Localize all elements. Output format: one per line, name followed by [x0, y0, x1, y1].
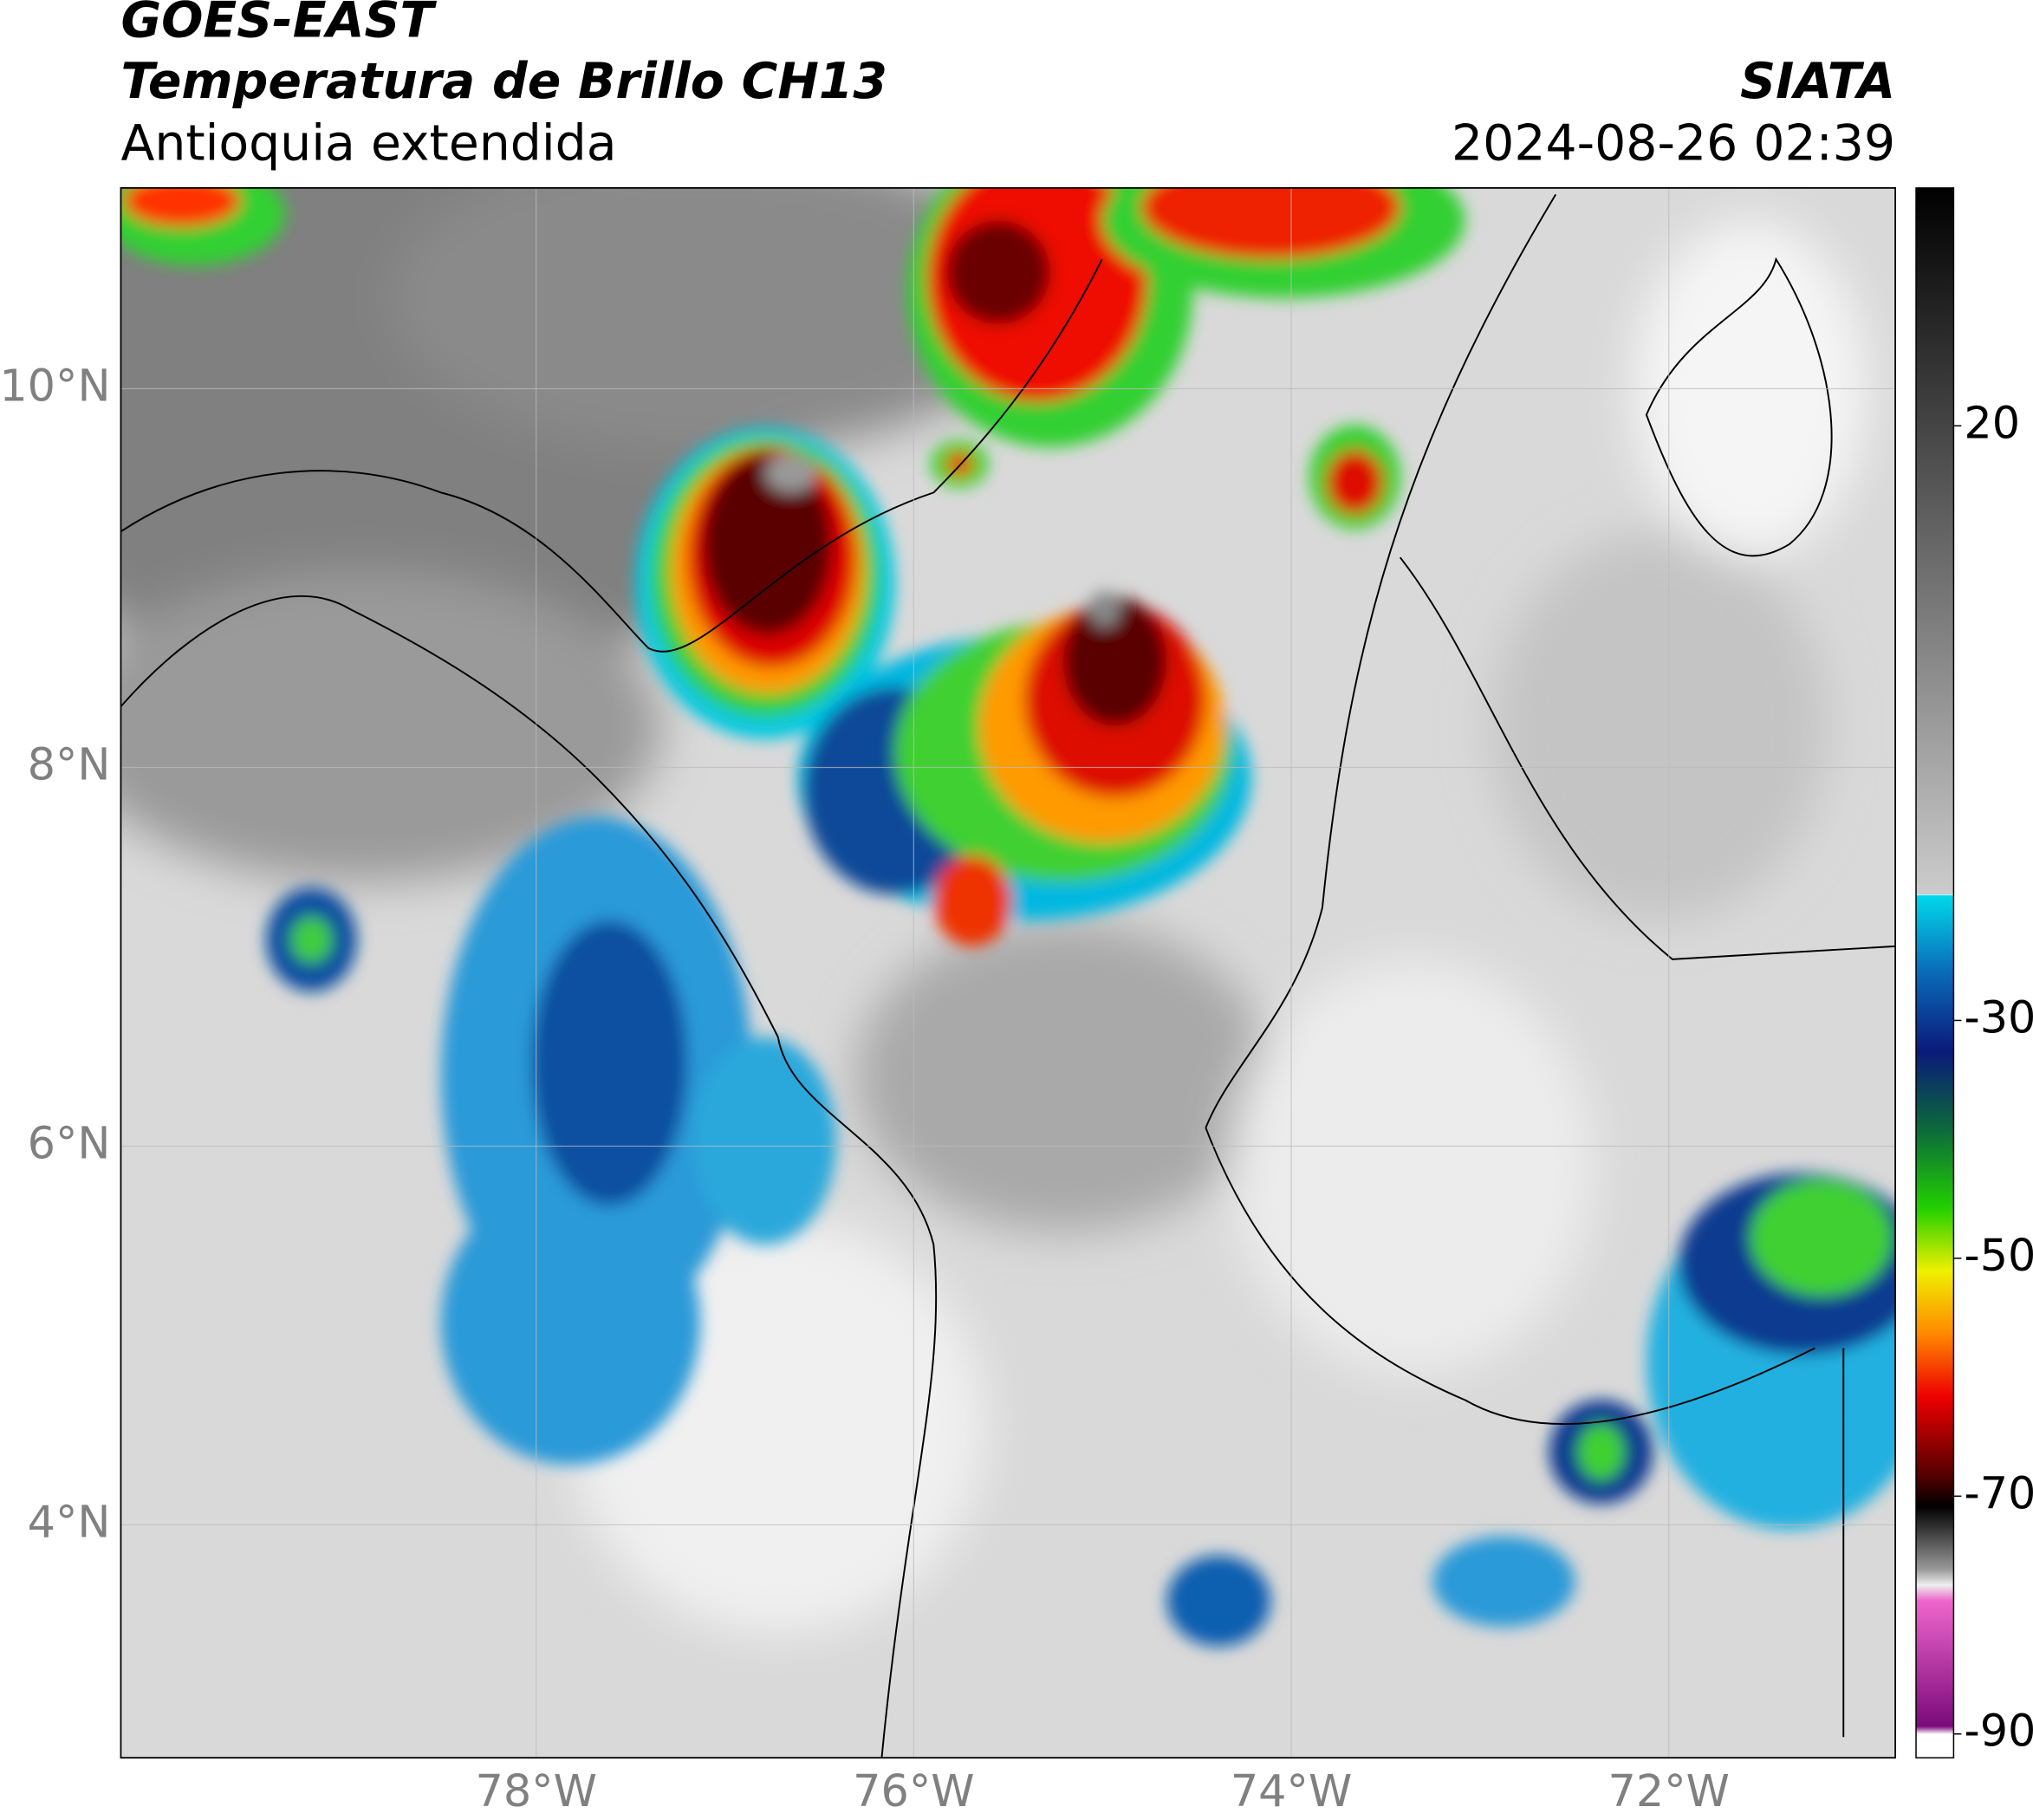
lon-tick-label: 76°W: [853, 1765, 974, 1817]
map-frame: [120, 186, 1896, 1759]
lon-tick-label: 72°W: [1608, 1765, 1729, 1817]
lat-tick-label: 10°N: [0, 360, 110, 411]
datetime: 2024-08-26 02:39: [1452, 115, 1895, 172]
colorbar-tick-label: -90: [1964, 1706, 2033, 1757]
colorbar-tick-label: -30: [1964, 991, 2033, 1043]
source: SIATA: [1740, 53, 1895, 110]
title: GOES-EAST: [120, 0, 437, 49]
subtitle: Antioquia extendida: [120, 115, 616, 172]
lon-tick-label: 78°W: [475, 1765, 596, 1817]
title: Temperatura de Brillo CH13: [120, 53, 887, 110]
lat-tick-label: 4°N: [28, 1496, 111, 1547]
colorbar: [1915, 187, 1955, 1758]
satellite-image: [120, 187, 1896, 1758]
graticule: [120, 187, 1896, 1758]
lat-tick-label: 8°N: [28, 738, 111, 790]
colorbar-tick-label: -70: [1964, 1467, 2033, 1518]
colorbar-tick-label: -50: [1964, 1230, 2033, 1281]
lon-tick-label: 74°W: [1231, 1765, 1352, 1817]
lat-tick-label: 6°N: [28, 1117, 111, 1168]
colorbar-tick-label: 20: [1964, 397, 2020, 448]
